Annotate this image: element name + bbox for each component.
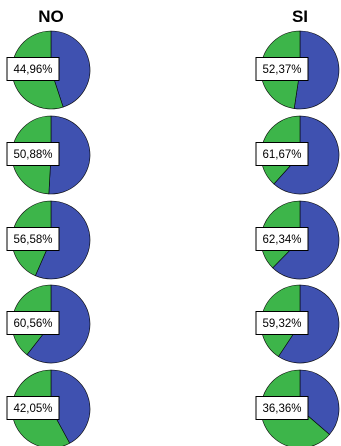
pie-label-box [255,227,309,251]
pie-label: 52,37% [262,64,301,76]
pie-label: 61,67% [262,149,301,161]
pie-0-4: 42,05% [6,369,91,446]
pie-slice-value [50,369,91,444]
pie-slice-value [293,30,340,110]
pie-label-box [255,142,309,166]
pie-label-box [255,396,309,420]
pie-slice-value [48,115,91,195]
pie-label: 42,05% [13,403,52,415]
column-title-no: NO [38,7,64,26]
pie-0-1: 50,88% [6,115,91,195]
pie-label-box [255,57,309,81]
pie-label: 44,96% [13,64,52,76]
pie-label-box [6,396,60,420]
pie-label: 59,32% [262,318,301,330]
pie-1-1: 61,67% [255,115,340,195]
pie-0-2: 56,58% [6,200,91,280]
pie-label: 50,88% [13,149,52,161]
pie-1-0: 52,37% [255,30,340,110]
pies-layer: 44,96% 50,88% 56,58% 60,56% 42,05% 52,37% 61,6… [6,30,340,446]
pie-1-2: 62,34% [255,200,340,280]
pie-1-3: 59,32% [255,284,340,364]
pie-label-box [6,311,60,335]
pie-slice-value [34,200,91,280]
pie-slice-value [278,284,340,364]
pie-label-box [6,227,60,251]
pie-label: 62,34% [262,234,301,246]
pie-slice-value [299,369,340,435]
pie-label-box [6,57,60,81]
pie-1-4: 36,36% [255,369,340,446]
pie-0-0: 44,96% [6,30,91,110]
column-title-si: SI [292,7,308,26]
pie-label: 60,56% [13,318,52,330]
pie-label-box [6,142,60,166]
pie-slice-value [50,30,91,108]
pie-label-box [255,311,309,335]
pie-label: 36,36% [262,403,301,415]
pie-label: 56,58% [13,234,52,246]
pie-0-3: 60,56% [6,284,91,364]
